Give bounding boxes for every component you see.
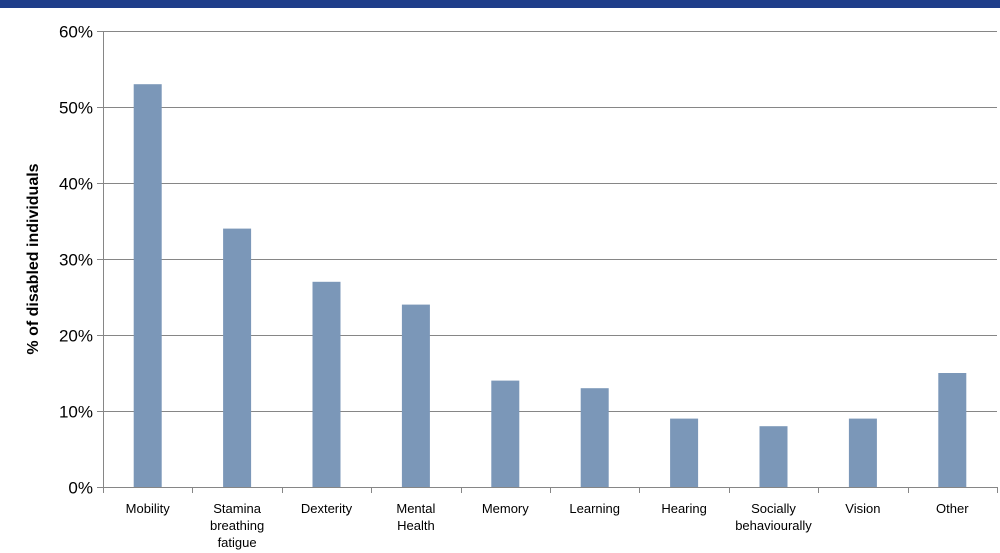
gridlines [97, 31, 998, 493]
y-tick-label: 0% [68, 479, 93, 498]
y-tick-label: 10% [59, 403, 93, 422]
x-category-label: Mobility [126, 501, 171, 516]
chart-title-bar [0, 0, 1000, 8]
bars [133, 84, 967, 487]
y-tick-label: 60% [59, 23, 93, 42]
bar [223, 228, 252, 487]
y-tick-label: 20% [59, 327, 93, 346]
x-category-label: Dexterity [301, 501, 353, 516]
y-axis-ticks: 0% 10% 20% 30% 40% 50% 60% [59, 23, 93, 498]
x-category-label: Learning [569, 501, 620, 516]
x-category-label: Vision [845, 501, 880, 516]
x-category-label: Hearing [661, 501, 707, 516]
bar [312, 281, 341, 487]
x-category-label: fatigue [218, 535, 257, 550]
y-tick-label: 50% [59, 99, 93, 118]
x-category-label: behaviourally [735, 518, 812, 533]
y-tick-label: 30% [59, 251, 93, 270]
x-category-label: Health [397, 518, 435, 533]
bar [491, 380, 520, 487]
bar [133, 84, 162, 487]
bar [938, 373, 967, 487]
y-axis-title: % of disabled individuals [25, 163, 42, 354]
bar [670, 418, 699, 487]
bar [580, 388, 609, 487]
x-axis-labels: Mobility Stamina breathing fatigue Dexterity… [126, 501, 970, 550]
x-category-label: Stamina [213, 501, 261, 516]
x-category-label: Mental [396, 501, 435, 516]
bar [848, 418, 877, 487]
x-category-label: Memory [482, 501, 529, 516]
x-category-label: breathing [210, 518, 264, 533]
x-category-label: Socially [751, 501, 796, 516]
bar [401, 304, 430, 487]
y-tick-label: 40% [59, 175, 93, 194]
bar [759, 426, 788, 487]
x-category-label: Other [936, 501, 969, 516]
